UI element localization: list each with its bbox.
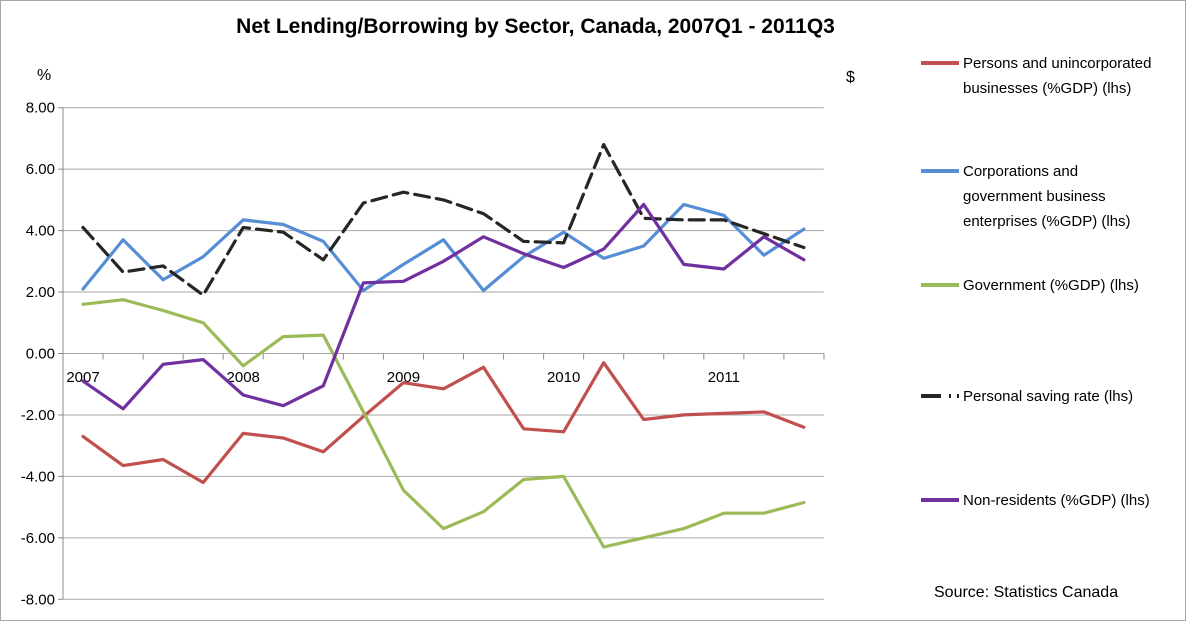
chart-title: Net Lending/Borrowing by Sector, Canada,… — [236, 15, 835, 38]
x-year-label: 2010 — [547, 369, 580, 386]
legend-line-government-icon — [921, 283, 959, 287]
legend-item-government: Government (%GDP) (lhs) — [921, 273, 1185, 298]
legend-label-government: Government (%GDP) (lhs) — [963, 277, 1139, 294]
source-note: Source: Statistics Canada — [934, 584, 1119, 601]
legend-item-non-residents: Non-residents (%GDP) (lhs) — [921, 488, 1185, 513]
x-year-label: 2007 — [66, 369, 99, 386]
legend-line-corporations-icon — [921, 169, 959, 173]
y-tick-label: 4.00 — [26, 223, 55, 240]
y-tick-label: -2.00 — [21, 407, 55, 424]
x-year-label: 2009 — [387, 369, 420, 386]
left-axis-unit-label: % — [37, 67, 52, 84]
legend-label-saving-rate: Personal saving rate (lhs) — [963, 388, 1134, 405]
x-year-label: 2011 — [708, 369, 740, 386]
series-line-non-residents — [81, 202, 806, 411]
y-tick-label: 8.00 — [26, 100, 55, 117]
y-tick-label: 6.00 — [26, 161, 55, 178]
x-year-label: 2008 — [227, 369, 260, 386]
legend-item-persons: Persons and unincorporated businesses (%… — [921, 51, 1173, 101]
legend-label-persons: Persons and unincorporated businesses (%… — [963, 55, 1152, 97]
y-tick-label: 0.00 — [26, 346, 55, 363]
legend-line-non-residents-icon — [921, 498, 959, 502]
legend-item-corporations: Corporations and government business ent… — [921, 159, 1138, 234]
legend-dashed-line-icon — [921, 394, 959, 398]
y-tick-label: 2.00 — [26, 284, 55, 301]
legend-label-corporations: Corporations and government business ent… — [963, 163, 1131, 230]
series-line-persons — [81, 361, 806, 485]
legend-line-persons-icon — [921, 61, 959, 65]
legend-item-saving-rate: Personal saving rate (lhs) — [921, 384, 1185, 409]
series-line-saving-rate — [81, 143, 806, 297]
series-line-government — [81, 298, 806, 549]
series-line-corporations — [81, 202, 806, 293]
right-axis-unit-label: $ — [846, 69, 855, 86]
y-tick-label: -6.00 — [21, 530, 55, 547]
y-tick-label: -4.00 — [21, 468, 55, 485]
legend-label-non-residents: Non-residents (%GDP) (lhs) — [963, 492, 1150, 509]
y-tick-label: -8.00 — [21, 591, 55, 608]
